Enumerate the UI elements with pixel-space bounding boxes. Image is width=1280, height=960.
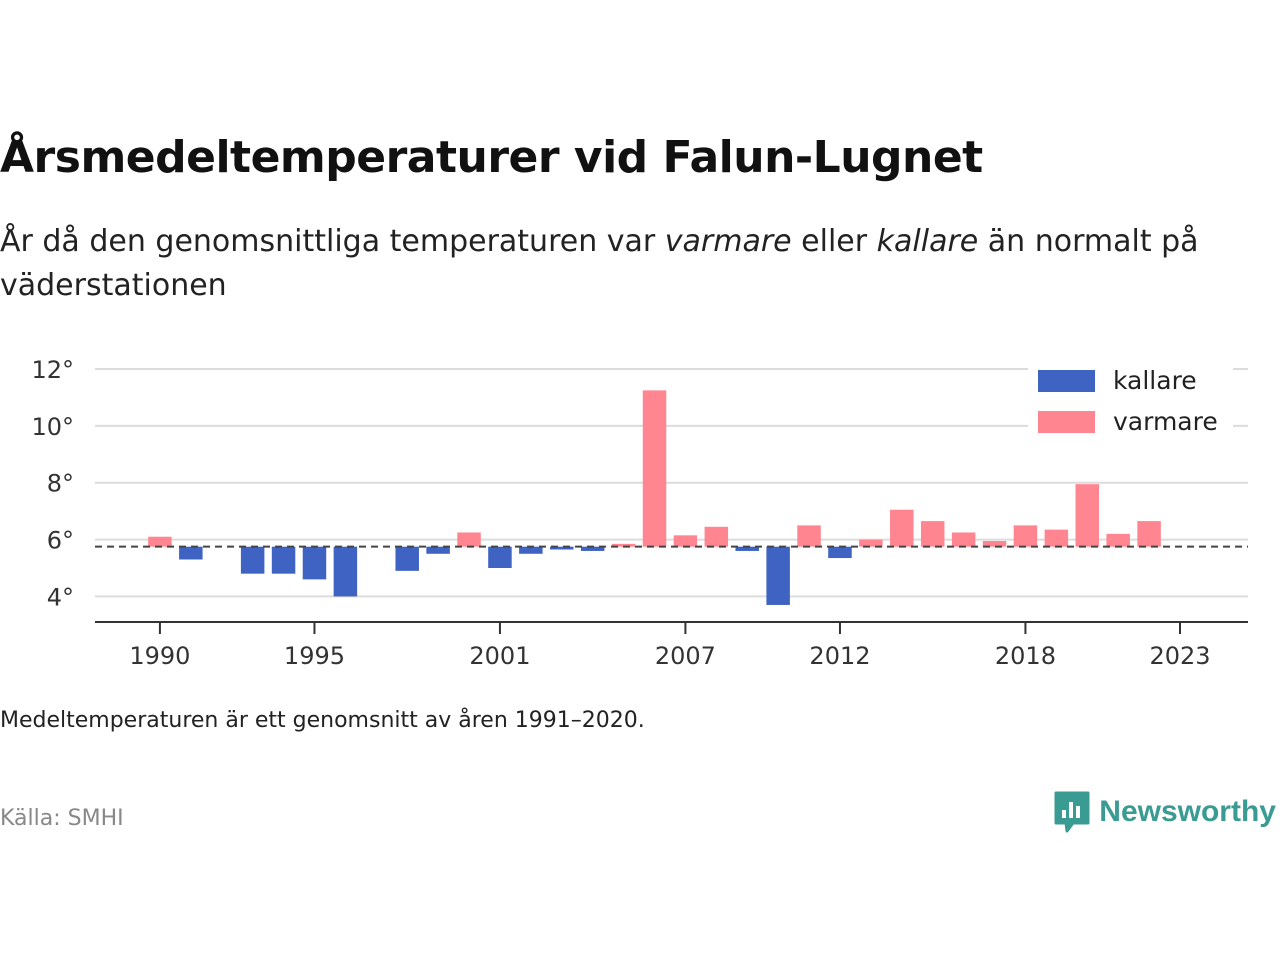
bar-kallare-1991: [179, 546, 203, 560]
bar-varmare-2006: [642, 390, 667, 547]
chart-title: Årsmedeltemperaturer vid Falun-Lugnet: [0, 132, 983, 183]
bar-varmare-2007: [673, 535, 698, 547]
legend-swatch-varmare: [1038, 411, 1095, 433]
bars: [148, 390, 1161, 605]
brand-logo: Newsworthy: [1053, 790, 1276, 834]
bar-kallare-1999: [426, 546, 450, 554]
legend-swatch-kallare: [1038, 370, 1095, 392]
bar-varmare-2018: [1013, 525, 1038, 547]
xtick-label: 2012: [809, 642, 870, 670]
bar-kallare-1993: [240, 546, 265, 574]
bar-varmare-2011: [797, 525, 821, 547]
bar-varmare-2016: [951, 532, 976, 547]
bar-kallare-2002: [519, 546, 543, 554]
xtick-label: 1990: [129, 642, 190, 670]
legend-label-kallare: kallare: [1113, 366, 1197, 395]
bar-kallare-1996: [333, 546, 358, 597]
subtitle-warm-word: varmare: [664, 224, 792, 259]
subtitle-cold-word: kallare: [876, 224, 979, 259]
bar-varmare-2020: [1075, 484, 1100, 547]
bar-varmare-2000: [457, 532, 481, 547]
temperature-bar-chart: 4° 6° 8° 10° 12° 1990 1995 2001 2007 2012 2018 2023…: [31, 356, 1248, 670]
subtitle-text-1: År då den genomsnittliga temperaturen va…: [0, 224, 665, 259]
bar-varmare-2017: [982, 541, 1007, 547]
xtick-label: 2001: [469, 642, 530, 670]
bar-kallare-2009: [735, 546, 759, 551]
axes: 4° 6° 8° 10° 12° 1990 1995 2001 2007 2012 2018 2023: [31, 356, 1248, 670]
bar-kallare-1995: [302, 546, 327, 580]
source-text: Källa: SMHI: [0, 806, 124, 831]
legend: kallare varmare: [1028, 358, 1233, 442]
bar-kallare-2001: [488, 546, 512, 568]
xtick-label: 2007: [655, 642, 716, 670]
bar-varmare-2019: [1044, 529, 1069, 547]
ytick-label: 8°: [47, 470, 74, 498]
newsworthy-logo-icon: [1054, 791, 1090, 833]
brand-name: Newsworthy: [1099, 795, 1276, 828]
bar-kallare-2004: [580, 546, 605, 551]
xtick-label: 2018: [995, 642, 1056, 670]
ytick-label: 6°: [47, 527, 74, 555]
bar-kallare-1998: [395, 546, 419, 571]
xtick-label: 2023: [1149, 642, 1210, 670]
legend-label-varmare: varmare: [1113, 407, 1218, 436]
bar-varmare-2015: [920, 521, 945, 547]
xtick-label: 1995: [284, 642, 345, 670]
ytick-label: 10°: [31, 413, 74, 441]
bar-varmare-2005: [611, 543, 636, 547]
bar-kallare-2012: [828, 546, 852, 559]
bar-varmare-1990: [148, 536, 172, 547]
footnote: Medeltemperaturen är ett genomsnitt av å…: [0, 708, 645, 733]
bar-varmare-2022: [1137, 521, 1161, 547]
ytick-label: 4°: [47, 583, 74, 611]
bar-varmare-2014: [890, 509, 914, 547]
bar-kallare-2010: [766, 546, 790, 605]
bar-varmare-2008: [704, 526, 729, 547]
chart-subtitle: År då den genomsnittliga temperaturen va…: [0, 220, 1270, 308]
ytick-label: 12°: [31, 356, 74, 384]
subtitle-text-3: än normalt på väderstationen: [0, 224, 1199, 303]
bar-varmare-2021: [1106, 533, 1130, 547]
bar-kallare-2003: [550, 546, 574, 550]
subtitle-text-2: eller: [791, 224, 877, 259]
bar-kallare-1994: [271, 546, 296, 574]
bar-varmare-2013: [859, 539, 883, 547]
